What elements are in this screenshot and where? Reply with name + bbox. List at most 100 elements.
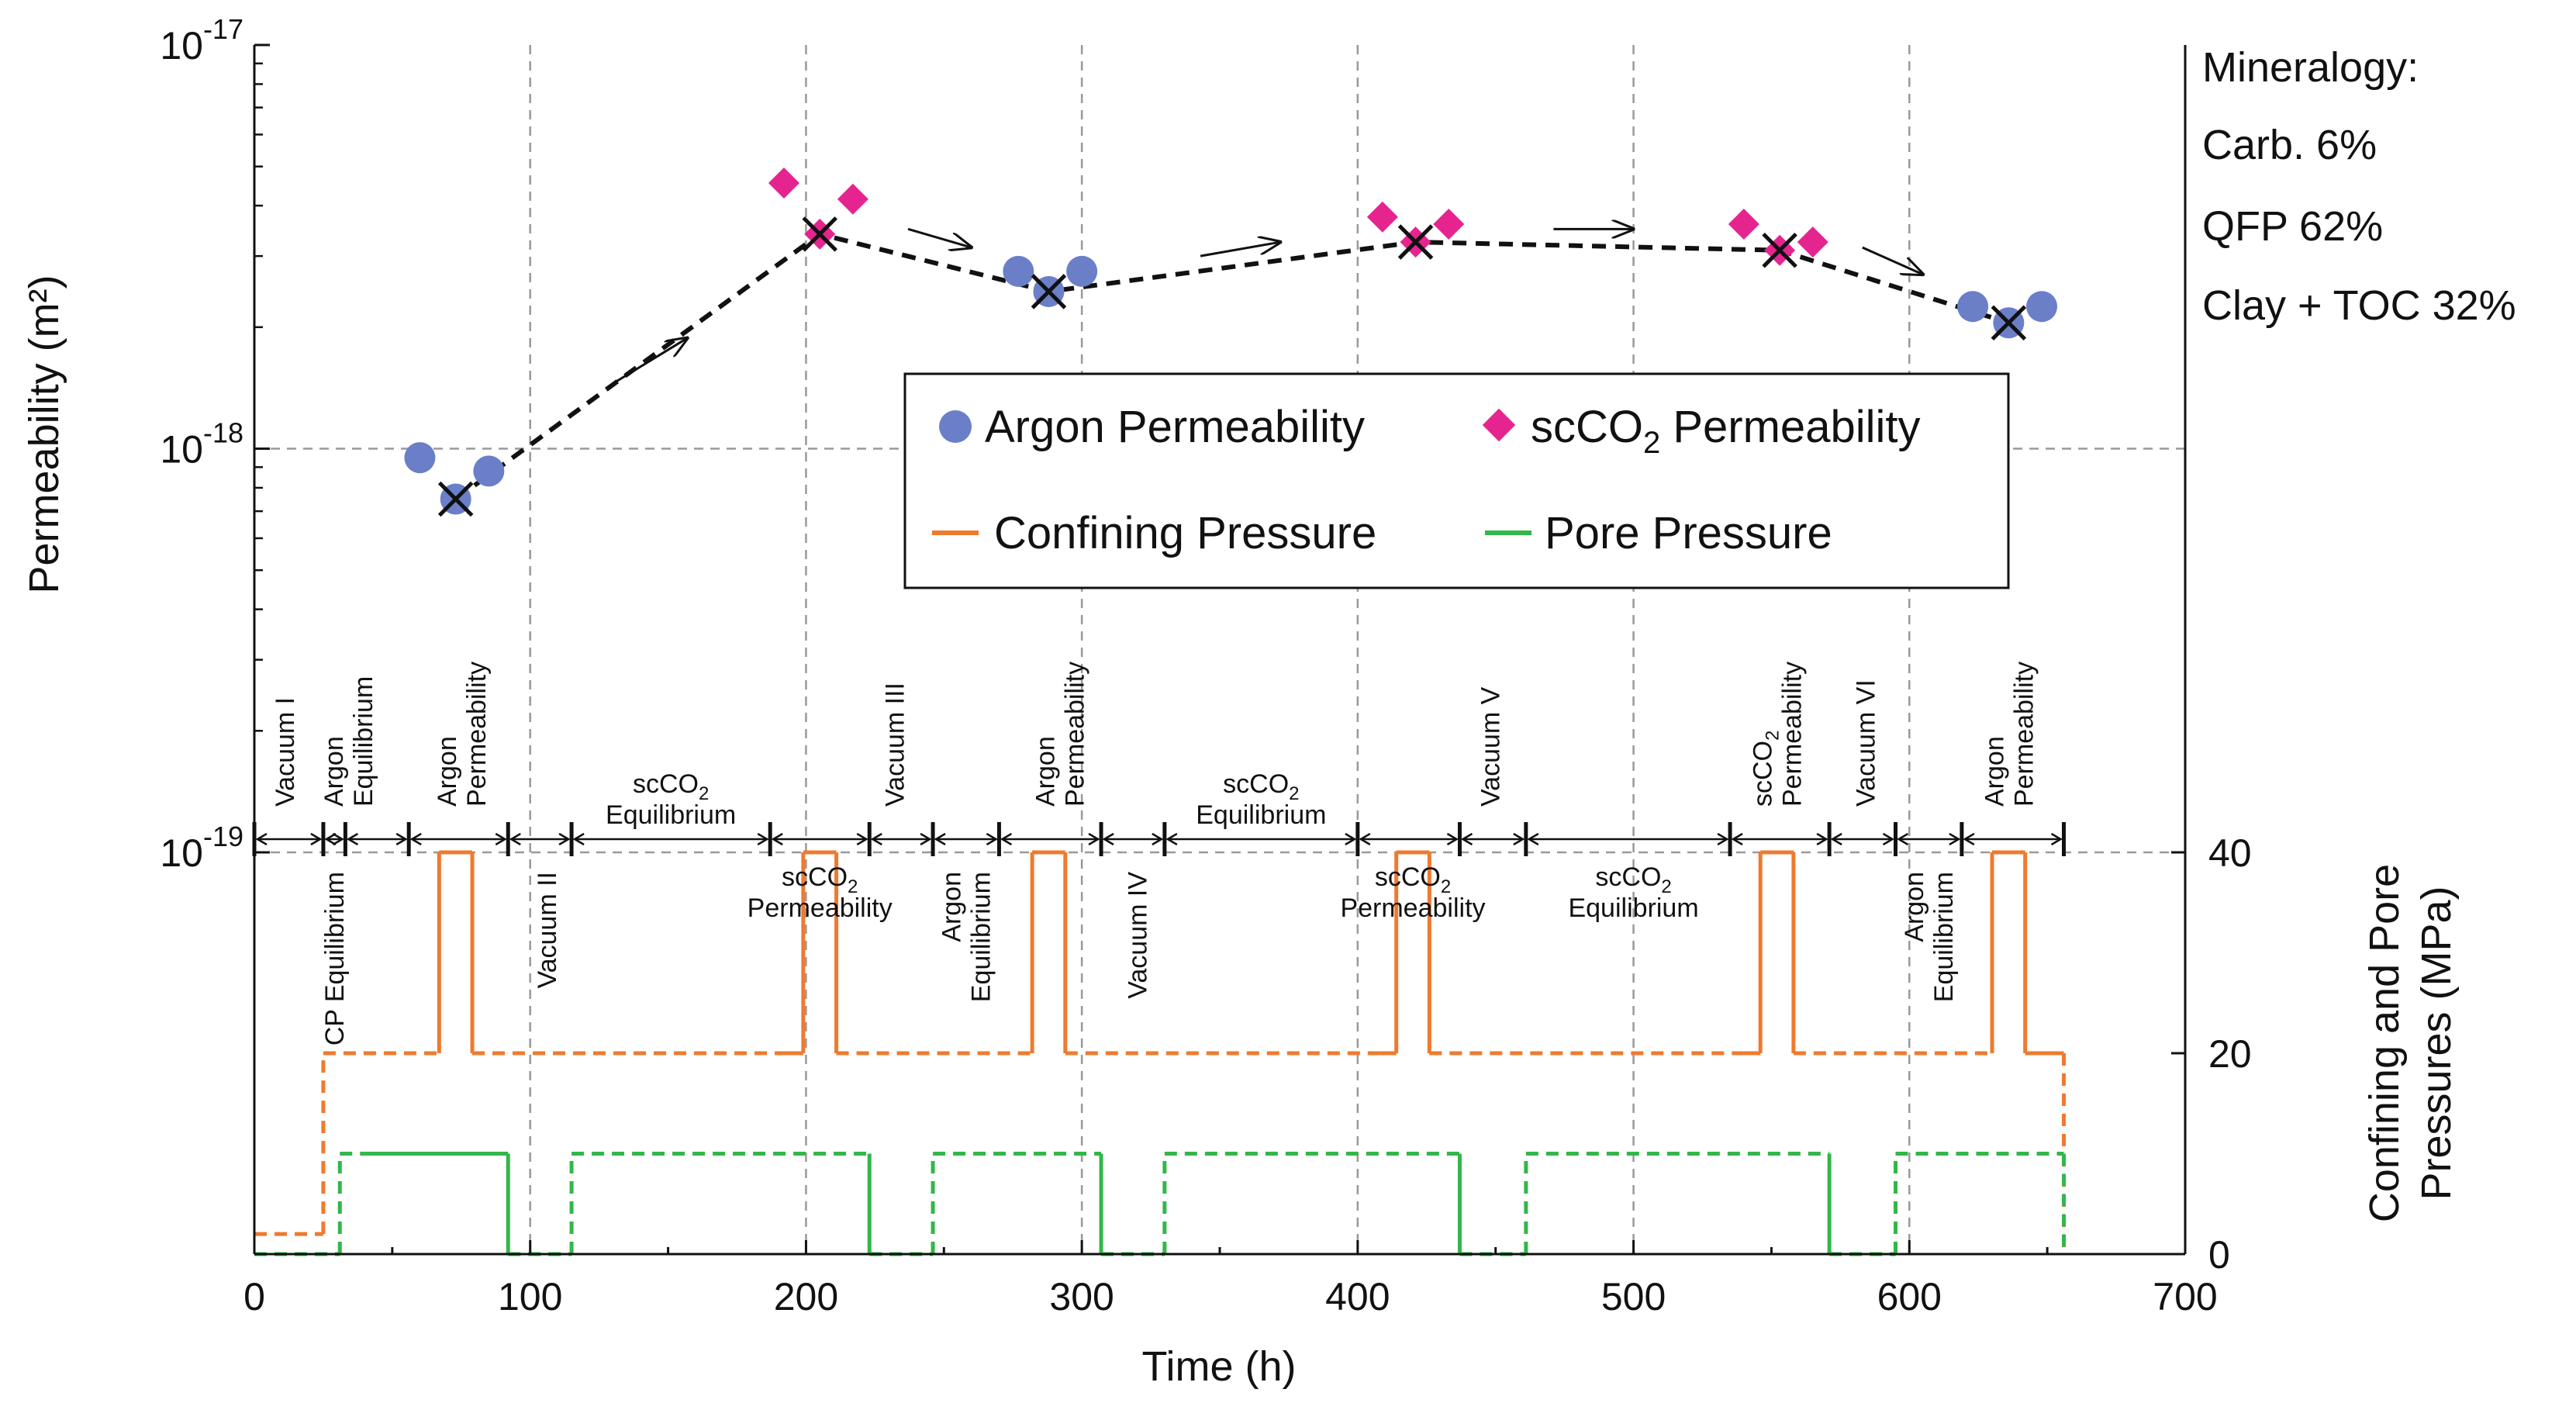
argon-point-1 xyxy=(473,455,505,487)
x-axis-label: Time (h) xyxy=(1142,1343,1297,1390)
mean-marker-3 xyxy=(1397,224,1434,260)
phase-arrow-left-15 xyxy=(1527,832,1539,846)
legend-argon-label: Argon Permeability xyxy=(985,402,1365,452)
phase-label-18-0: Argon xyxy=(1900,872,1929,942)
x-tick-label-0: 0 xyxy=(243,1275,265,1318)
axes: 0 100 200 300 400 500 600 700 10-19 10-18 10-17 0 20… xyxy=(160,13,2251,1318)
y-left-tick-label--19: 10-19 xyxy=(160,821,243,875)
phase-label-0-0: Vacuum I xyxy=(271,697,300,807)
phase-arrow-left-14 xyxy=(1460,832,1473,846)
phase-label-16-1: Permeability xyxy=(1340,893,1485,923)
pressure-lines xyxy=(254,850,2066,1256)
legend-box xyxy=(903,372,2010,589)
phase-arrow-left-6 xyxy=(572,832,585,846)
phase-label-5-1: Permeability xyxy=(1061,662,1090,807)
phase-label-3-0: scCO2 xyxy=(633,769,709,804)
phase-arrow-right-9 xyxy=(986,832,998,846)
x-tick-label-700: 700 xyxy=(2153,1275,2217,1318)
phase-arrow-left-2 xyxy=(324,832,337,846)
legend: Argon Permeability scCO2 Permeability Co… xyxy=(903,372,2010,589)
legend-confining-label: Confining Pressure xyxy=(994,508,1376,558)
legend-scco2-label: scCO2 Permeability xyxy=(1531,402,1920,460)
phase-arrow-right-5 xyxy=(558,832,571,846)
phase-arrow-right-17 xyxy=(1882,832,1894,846)
phase-label-17-0: scCO2 xyxy=(1595,862,1671,897)
phase-arrow-left-9 xyxy=(934,832,946,846)
phase-arrow-left-18 xyxy=(1897,832,1909,846)
phase-arrow-left-7 xyxy=(771,832,783,846)
argon-point-3 xyxy=(1003,255,1034,287)
mineralogy-qfp: QFP 62% xyxy=(2202,203,2383,250)
x-tick-label-500: 500 xyxy=(1601,1275,1666,1318)
scco2-point-1 xyxy=(837,183,868,215)
scco2-point-7 xyxy=(1797,226,1828,258)
phase-arrow-right-14 xyxy=(1513,832,1525,846)
phase-label-15-0: Vacuum IV xyxy=(1123,872,1152,999)
legend-pore-label: Pore Pressure xyxy=(1545,508,1832,558)
trend-arrow-4 xyxy=(1862,246,1923,275)
phase-arrow-left-13 xyxy=(1359,832,1371,846)
phase-arrow-right-4 xyxy=(495,832,507,846)
phase-arrow-left-11 xyxy=(1102,832,1114,846)
y-right-tick-label-20: 20 xyxy=(2208,1032,2252,1076)
phase-label-12-0: Vacuum II xyxy=(533,872,562,989)
phase-annotations: Vacuum I Argon Equilibrium Argon Permeabilit… xyxy=(252,662,2066,1045)
trend-arrow-0 xyxy=(612,338,687,385)
mineralogy-annotation: Mineralogy: Carb. 6% QFP 62% Clay + TOC … xyxy=(2202,44,2516,329)
phase-label-10-1: Permeability xyxy=(2009,662,2039,807)
y-axis-right-label-line2: Pressures (MPa) xyxy=(2413,886,2460,1200)
phase-label-3-1: Equilibrium xyxy=(606,800,736,830)
phase-label-7-0: Vacuum V xyxy=(1476,686,1506,807)
legend-scco2-marker xyxy=(1482,408,1516,442)
phase-label-9-0: Vacuum VI xyxy=(1851,679,1880,807)
trend-line xyxy=(454,229,2010,501)
x-tick-label-100: 100 xyxy=(498,1275,562,1318)
phase-arrow-right-18 xyxy=(1949,832,1961,846)
grid-lines xyxy=(254,45,2185,1254)
scco2-point-0 xyxy=(768,168,799,199)
phase-label-8-0: scCO2 xyxy=(1749,731,1784,807)
phase-label-6-0: scCO2 xyxy=(1223,769,1299,804)
phase-label-5-0: Argon xyxy=(1031,736,1061,807)
phase-label-1-1: Equilibrium xyxy=(349,676,378,807)
phase-label-8-1: Permeability xyxy=(1778,662,1808,807)
phase-arrow-right-16 xyxy=(1816,832,1828,846)
phase-label-13-0: scCO2 xyxy=(782,862,858,897)
phase-label-16-0: scCO2 xyxy=(1375,862,1451,897)
phase-label-4-0: Vacuum III xyxy=(880,682,910,807)
data-points xyxy=(404,168,2058,517)
x-tick-label-400: 400 xyxy=(1325,1275,1390,1318)
legend-argon-marker xyxy=(939,410,972,443)
phase-arrow-left-1 xyxy=(255,832,268,846)
phase-arrow-right-11 xyxy=(1152,832,1164,846)
phase-arrow-left-4 xyxy=(409,832,422,846)
phase-arrow-left-8 xyxy=(870,832,882,846)
trend-polyline xyxy=(454,231,2010,501)
y-axis-left-label: Permeability (m²) xyxy=(21,275,67,593)
y-left-tick-label--17: 10-17 xyxy=(160,13,243,67)
mean-marker-0 xyxy=(437,481,474,517)
mineralogy-clay: Clay + TOC 32% xyxy=(2202,282,2516,329)
phase-arrow-right-15 xyxy=(1717,832,1729,846)
phase-arrow-left-17 xyxy=(1830,832,1842,846)
phase-arrow-right-2 xyxy=(332,832,344,846)
phase-arrow-right-8 xyxy=(920,832,932,846)
phase-arrow-right-3 xyxy=(395,832,408,846)
y-right-tick-label-0: 0 xyxy=(2208,1233,2230,1277)
y-right-tick-label-40: 40 xyxy=(2208,831,2252,875)
mineralogy-title: Mineralogy: xyxy=(2202,44,2419,91)
phase-arrow-left-10 xyxy=(1000,832,1013,846)
phase-arrow-right-10 xyxy=(1088,832,1100,846)
mineralogy-carb: Carb. 6% xyxy=(2202,122,2377,168)
phase-arrow-right-13 xyxy=(1446,832,1459,846)
argon-point-7 xyxy=(2026,291,2058,323)
phase-arrow-left-5 xyxy=(509,832,521,846)
phase-arrow-left-16 xyxy=(1731,832,1743,846)
y-left-tick-label--18: 10-18 xyxy=(160,417,243,472)
trend-arrow-2 xyxy=(1200,242,1280,257)
phase-label-18-1: Equilibrium xyxy=(1929,872,1959,1002)
phase-arrow-left-19 xyxy=(1963,832,1975,846)
argon-point-6 xyxy=(1957,291,1989,323)
phase-label-14-0: Argon xyxy=(938,872,967,942)
